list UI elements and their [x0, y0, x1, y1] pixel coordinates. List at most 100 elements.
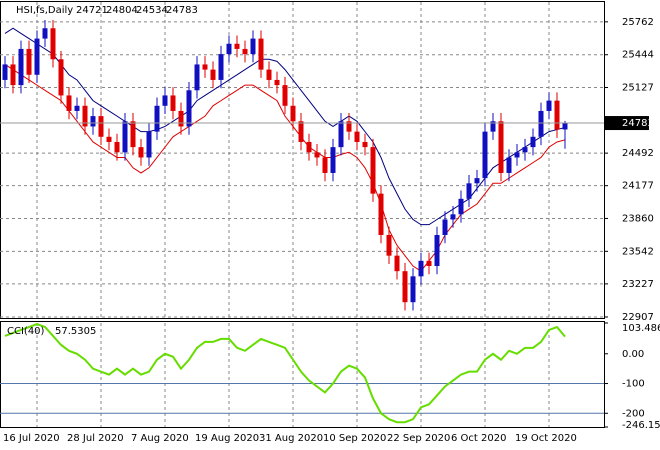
candle-body	[482, 131, 488, 179]
candle-body	[538, 110, 544, 137]
last-low: 24534	[136, 5, 168, 16]
candle-body	[66, 95, 72, 111]
candle-body	[50, 28, 56, 60]
candle-body	[250, 38, 256, 55]
x-tick-label: 16 Jul 2020	[3, 433, 60, 444]
candle-body	[186, 90, 192, 127]
candle-body	[194, 64, 200, 91]
candle-body	[522, 147, 528, 153]
candle-body	[498, 121, 504, 173]
candle-body	[546, 100, 552, 111]
candle-body	[122, 121, 128, 153]
candle-body	[2, 64, 8, 80]
current-price-box	[605, 116, 649, 131]
y-tick-label: -200	[622, 408, 645, 419]
cci-last: 57.5305	[55, 326, 96, 337]
candle-body	[338, 121, 344, 148]
last-high: 24804	[106, 5, 138, 16]
indicator-line	[4, 27, 566, 226]
indicator-line	[4, 64, 566, 272]
candle-body	[314, 152, 320, 158]
cci-frame	[0, 321, 605, 428]
candle-body	[394, 255, 400, 272]
y-tick-label: 23542	[622, 246, 654, 257]
candle-body	[10, 64, 16, 86]
candle-body	[386, 234, 392, 256]
candle-body	[362, 141, 368, 148]
candle-body	[322, 157, 328, 173]
candle-body	[434, 234, 440, 267]
candle-body	[426, 260, 432, 267]
x-tick-label: 28 Jul 2020	[67, 433, 124, 444]
current-price-label: 24783	[622, 118, 654, 129]
candle-body	[450, 214, 456, 220]
candle-body	[442, 219, 448, 235]
candle-body	[218, 54, 224, 80]
candle-body	[162, 95, 168, 106]
candle-body	[26, 48, 32, 75]
main-frame	[0, 1, 605, 319]
x-tick-label: 7 Aug 2020	[131, 433, 189, 444]
candle-body	[490, 121, 496, 132]
candle-body	[418, 260, 424, 277]
candle-body	[90, 116, 96, 127]
last-close: 24783	[166, 5, 198, 16]
candle-body	[458, 198, 464, 215]
y-tick-label: 25444	[622, 50, 654, 61]
candle-body	[514, 152, 520, 158]
candle-body	[306, 141, 312, 153]
candle-body	[466, 183, 472, 199]
candle-body	[562, 123, 568, 130]
x-tick-label: 6 Oct 2020	[451, 433, 506, 444]
candle-body	[146, 131, 152, 158]
candle-body	[234, 43, 240, 49]
y-tick-label: 23860	[622, 213, 654, 224]
x-tick-label: 22 Sep 2020	[387, 433, 450, 444]
candle-body	[298, 121, 304, 142]
candle-body	[154, 105, 160, 132]
candle-body	[34, 38, 40, 75]
candle-body	[330, 147, 336, 173]
candle-body	[474, 178, 480, 184]
candle-body	[58, 59, 64, 96]
y-tick-label: 25762	[622, 17, 654, 28]
candle-body	[402, 271, 408, 303]
y-tick-label: 103.4863	[622, 323, 660, 334]
cci-line	[4, 322, 566, 424]
x-tick-label: 31 Aug 2020	[259, 433, 323, 444]
x-tick-label: 19 Aug 2020	[195, 433, 259, 444]
x-tick-label: 19 Oct 2020	[515, 433, 577, 444]
candle-body	[530, 136, 536, 148]
y-tick-label: 22907	[622, 312, 654, 323]
candle-body	[130, 121, 136, 148]
candle-body	[266, 69, 272, 80]
candle-body	[170, 95, 176, 111]
candle-body	[274, 79, 280, 86]
candle-body	[242, 48, 248, 55]
y-tick-label: -246.1590	[622, 420, 660, 431]
candle-body	[114, 141, 120, 153]
candle-body	[554, 100, 560, 130]
candle-body	[210, 69, 216, 80]
y-tick-label: 23227	[622, 279, 654, 290]
candle-body	[282, 85, 288, 106]
candle-body	[106, 136, 112, 142]
candle-body	[82, 105, 88, 127]
candle-body	[42, 28, 48, 39]
candle-body	[378, 193, 384, 235]
candle-body	[290, 105, 296, 122]
chart-title: HSI,fs,Daily	[16, 5, 73, 16]
candle-body	[258, 38, 264, 70]
candle-body	[226, 43, 232, 55]
y-tick-label: 25127	[622, 82, 654, 93]
last-open: 24721	[76, 5, 108, 16]
candle-body	[74, 105, 80, 111]
candle-body	[354, 131, 360, 142]
candle-body	[178, 110, 184, 127]
cci-title: CCI(40)	[7, 326, 45, 337]
y-tick-label: 24492	[622, 148, 654, 159]
y-tick-label: -100	[622, 379, 645, 390]
y-tick-label: 24177	[622, 181, 654, 192]
